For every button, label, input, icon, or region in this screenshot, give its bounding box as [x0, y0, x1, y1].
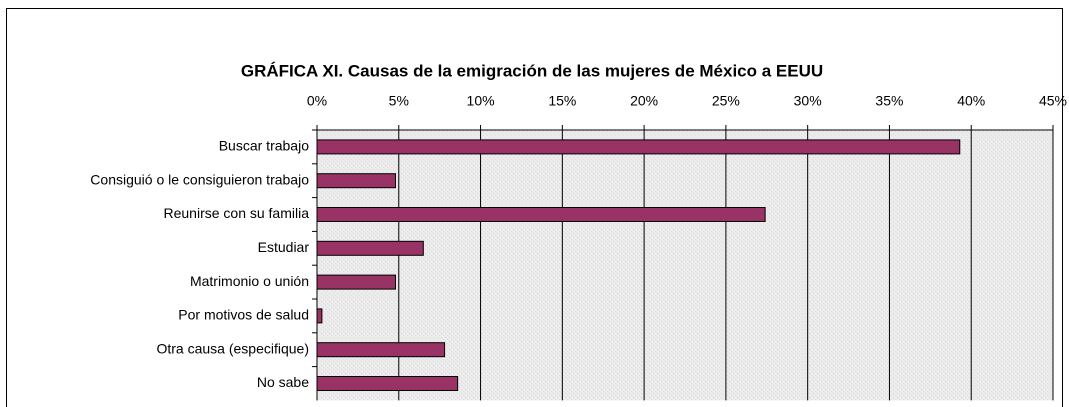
y-tick-label: No sabe: [257, 374, 309, 390]
x-tick-label: 20%: [630, 93, 658, 109]
y-tick-label: Otra causa (especifique): [156, 340, 309, 356]
y-tick-label: Estudiar: [258, 239, 310, 255]
plot-area: [317, 130, 1053, 401]
y-tick-label: Por motivos de salud: [178, 307, 309, 323]
x-tick-label: 5%: [389, 93, 409, 109]
x-tick-label: 40%: [957, 93, 985, 109]
x-tick-label: 10%: [467, 93, 495, 109]
y-tick-label: Consiguió o le consiguieron trabajo: [90, 171, 309, 187]
bar: [316, 207, 766, 222]
y-tick-label: Reunirse con su familia: [163, 205, 309, 221]
x-tick-label: 30%: [794, 93, 822, 109]
bar: [316, 376, 459, 391]
bar: [316, 308, 323, 324]
x-tick-label: 35%: [875, 93, 903, 109]
bar: [316, 240, 424, 256]
y-tick-label: Buscar trabajo: [219, 138, 309, 154]
x-tick-label: 0%: [307, 93, 327, 109]
bar: [316, 274, 397, 290]
chart-title: GRÁFICA XI. Causas de la emigración de l…: [241, 61, 823, 80]
bar: [316, 173, 397, 189]
x-tick-label: 45%: [1039, 93, 1067, 109]
bar: [316, 139, 961, 155]
y-tick-label: Matrimonio o unión: [190, 273, 309, 289]
bar: [316, 342, 446, 358]
x-tick-label: 15%: [548, 93, 576, 109]
x-tick-label: 25%: [712, 93, 740, 109]
